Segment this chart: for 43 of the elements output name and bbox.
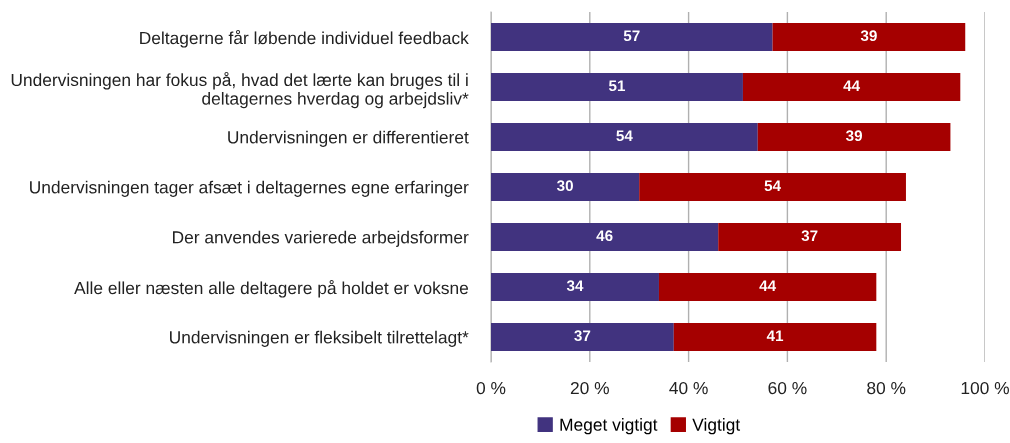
bar [639, 173, 906, 201]
bar [742, 73, 961, 101]
y-tick-label: Undervisningen er fleksibelt tilrettelagt* [170, 330, 469, 347]
data-label: 54 [616, 130, 633, 142]
data-label: 30 [556, 180, 573, 192]
y-tick-label: Alle eller næsten alle deltagere på holdet er voksne [74, 280, 469, 298]
y-tick-label: Undervisningen har fokus på, hvad det lærte kan bruges til i deltagernes hverdag og arbejdsliv* [11, 71, 469, 109]
x-tick-label: 60 % [768, 381, 807, 395]
data-label: 51 [608, 80, 626, 92]
data-label: 54 [764, 180, 781, 192]
legend-label: Vigtigt [692, 418, 741, 435]
x-tick-label: 0 % [476, 381, 506, 395]
y-tick-label: Undervisningen er differentieret [228, 130, 469, 147]
x-tick-label: 40 % [669, 381, 708, 395]
bar [491, 23, 773, 51]
data-label: 34 [566, 280, 584, 292]
data-label: 39 [860, 30, 877, 42]
bar [491, 73, 743, 101]
bar [673, 323, 877, 351]
bar [658, 273, 877, 301]
bar [718, 223, 902, 251]
data-label: 41 [766, 330, 784, 341]
x-tick-label: 20 % [570, 381, 609, 395]
data-label: 46 [596, 230, 613, 242]
data-label: 37 [574, 330, 591, 342]
bar [491, 223, 719, 251]
legend-label: Meget vigtigt [560, 418, 658, 435]
y-tick-label: Deltagerne får løbende individuel feedback [140, 30, 469, 48]
bar [491, 323, 674, 351]
bar [491, 273, 659, 301]
data-label: 57 [623, 30, 640, 42]
data-label: 44 [843, 80, 861, 91]
y-tick-label: Undervisningen tager afsæt i deltagernes egne erfaringer [30, 180, 469, 197]
y-tick-label: Der anvendes varierede arbejdsformer [173, 230, 469, 247]
data-label: 39 [845, 130, 863, 142]
x-tick-label: 80 % [867, 381, 906, 395]
data-label: 44 [759, 280, 777, 291]
bar [772, 23, 966, 51]
bar [491, 173, 640, 201]
bar [491, 123, 758, 151]
bar [757, 123, 951, 151]
data-label: 37 [801, 230, 818, 242]
x-tick-label: 100 % [961, 381, 1009, 395]
